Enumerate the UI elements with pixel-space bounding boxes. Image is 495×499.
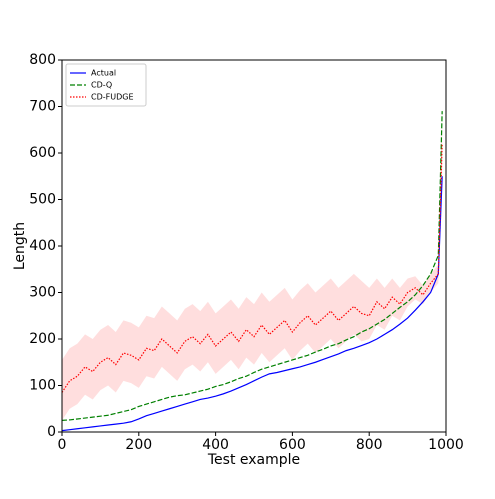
x-tick-label: 800 xyxy=(356,437,383,453)
y-tick-label: 100 xyxy=(29,378,56,394)
legend-label: Actual xyxy=(91,69,116,78)
line xyxy=(61,176,443,432)
legend-box xyxy=(65,63,147,107)
y-axis-label: Length xyxy=(12,222,28,270)
x-tick-label: 200 xyxy=(125,437,152,453)
y-tick-label: 300 xyxy=(29,285,56,301)
legend: Actual CD-Q CD-FUDGE xyxy=(65,63,147,107)
x-tick-label: 400 xyxy=(202,437,229,453)
legend-label: CD-Q xyxy=(91,81,112,90)
band xyxy=(62,106,443,421)
legend-label: CD-FUDGE xyxy=(91,93,134,102)
line xyxy=(61,111,443,421)
x-axis-label: Test example xyxy=(207,452,300,468)
x-tick-label: 0 xyxy=(58,437,67,453)
x-tick-label: 600 xyxy=(279,437,306,453)
y-tick-label: 200 xyxy=(29,331,56,347)
y-tick-label: 0 xyxy=(47,424,56,440)
y-tick-label: 800 xyxy=(29,52,56,68)
y-tick-label: 700 xyxy=(29,99,56,115)
line xyxy=(61,143,443,393)
y-tick-label: 500 xyxy=(29,192,56,208)
x-tick-label: 1000 xyxy=(428,437,464,453)
y-tick-label: 400 xyxy=(29,238,56,254)
y-tick-label: 600 xyxy=(29,145,56,161)
